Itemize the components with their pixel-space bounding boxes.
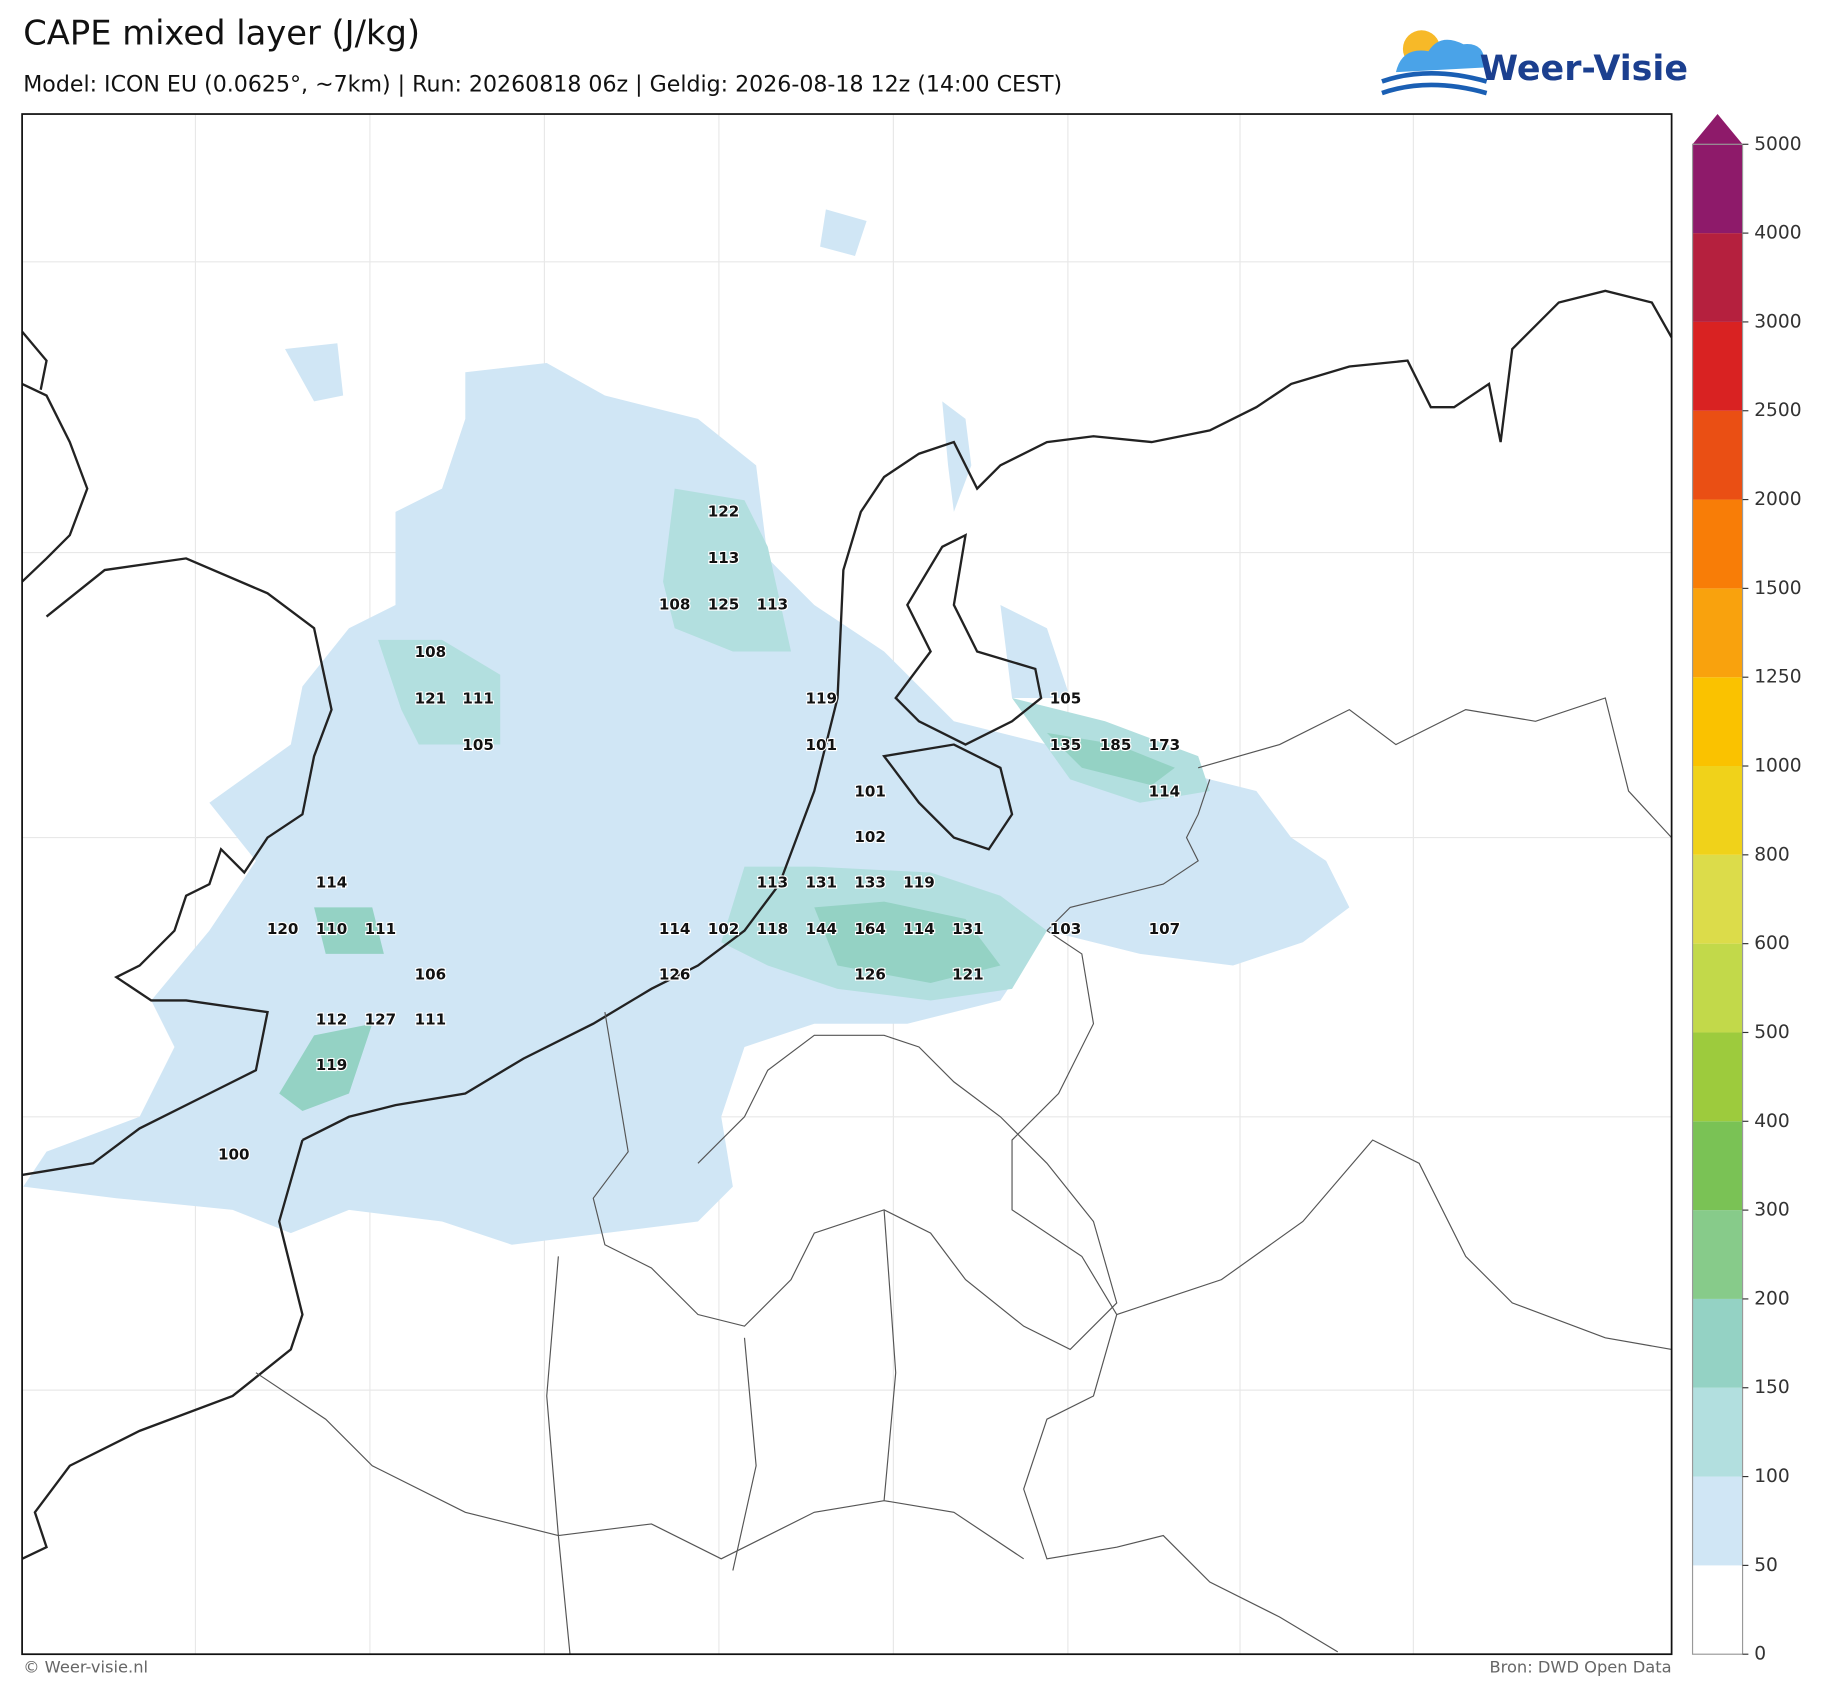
map-value-label: 108 bbox=[415, 643, 447, 661]
colorbar-tick-label: 150 bbox=[1754, 1377, 1790, 1398]
map-value-label: 144 bbox=[805, 920, 837, 938]
map-value-label: 111 bbox=[365, 920, 397, 938]
map-value-label: 105 bbox=[1050, 690, 1082, 708]
value-labels: 122 113 108 125 113 108 121 111 105 119 101 105 135 1… bbox=[217, 501, 1181, 1165]
colorbar-segment bbox=[1692, 943, 1743, 1033]
colorbar-tick-label: 0 bbox=[1754, 1644, 1766, 1665]
map-value-label: 119 bbox=[805, 690, 837, 708]
map-value-label: 120 bbox=[267, 920, 299, 938]
colorbar-segment bbox=[1692, 854, 1743, 944]
colorbar-tick-label: 300 bbox=[1754, 1200, 1790, 1221]
footer-right: Bron: DWD Open Data bbox=[1489, 1658, 1671, 1677]
colorbar-segment bbox=[1692, 499, 1743, 589]
colorbar-segment bbox=[1692, 677, 1743, 767]
map-value-label: 125 bbox=[708, 595, 740, 613]
coastlines bbox=[21, 289, 1673, 1560]
colorbar-segment bbox=[1692, 1210, 1743, 1299]
colorbar-segment bbox=[1692, 1032, 1743, 1122]
map-value-label: 110 bbox=[316, 920, 348, 938]
map-value-label: 133 bbox=[854, 873, 886, 891]
map-value-label: 185 bbox=[1100, 736, 1132, 754]
colorbar-segment bbox=[1692, 1387, 1743, 1477]
map-value-label: 121 bbox=[415, 690, 447, 708]
logo: Weer-Visie bbox=[1381, 30, 1688, 96]
colorbar-segment bbox=[1692, 410, 1743, 500]
colorbar-tick-label: 2000 bbox=[1754, 489, 1801, 510]
map-value-label: 111 bbox=[415, 1011, 447, 1029]
map-value-label: 108 bbox=[659, 595, 691, 613]
colorbar-segment bbox=[1692, 144, 1743, 234]
colorbar-tick-label: 2500 bbox=[1754, 400, 1801, 421]
logo-text: Weer-Visie bbox=[1480, 49, 1688, 89]
colorbar-extension bbox=[1692, 114, 1743, 145]
colorbar-tick-label: 400 bbox=[1754, 1111, 1790, 1132]
map-value-label: 119 bbox=[903, 873, 935, 891]
map-value-label: 135 bbox=[1050, 736, 1082, 754]
map-value-label: 173 bbox=[1149, 736, 1181, 754]
map-value-label: 106 bbox=[415, 965, 447, 983]
colorbar-tick-label: 1000 bbox=[1754, 756, 1801, 777]
cape-field bbox=[23, 209, 1350, 1245]
colorbar-segment bbox=[1692, 1565, 1743, 1655]
map-value-label: 114 bbox=[316, 873, 348, 891]
colorbar-tick-label: 1500 bbox=[1754, 578, 1801, 599]
map-value-label: 112 bbox=[316, 1011, 348, 1029]
colorbar-tick-label: 4000 bbox=[1754, 223, 1801, 244]
map-value-label: 126 bbox=[659, 965, 691, 983]
colorbar-segment bbox=[1692, 233, 1743, 322]
map-value-label: 113 bbox=[757, 595, 789, 613]
colorbar-segment bbox=[1692, 321, 1743, 411]
map-value-label: 101 bbox=[854, 783, 886, 801]
title: CAPE mixed layer (J/kg) bbox=[23, 13, 420, 52]
map-value-label: 131 bbox=[952, 920, 984, 938]
subtitle: Model: ICON EU (0.0625°, ~7km) | Run: 20… bbox=[23, 71, 1062, 97]
map-value-label: 114 bbox=[659, 920, 691, 938]
colorbar-segment bbox=[1692, 1476, 1743, 1566]
map-value-label: 102 bbox=[854, 828, 886, 846]
colorbar-frame bbox=[1691, 143, 1744, 1655]
map-value-label: 114 bbox=[903, 920, 935, 938]
map-value-label: 114 bbox=[1149, 783, 1181, 801]
map-value-label: 121 bbox=[952, 965, 984, 983]
colorbar: 0 50 100 150 200 300 400 500 600 800 1000 1250 1500 2… bbox=[1691, 114, 1802, 1665]
map-value-label: 127 bbox=[365, 1011, 397, 1029]
colorbar-segment bbox=[1692, 1121, 1743, 1211]
map-value-label: 101 bbox=[805, 736, 837, 754]
colorbar-tick-label: 1250 bbox=[1754, 667, 1801, 688]
map-value-label: 131 bbox=[805, 873, 837, 891]
colorbar-tick-label: 100 bbox=[1754, 1466, 1790, 1487]
map-value-label: 122 bbox=[708, 502, 740, 520]
map-value-label: 100 bbox=[218, 1146, 250, 1164]
map-value-label: 105 bbox=[462, 736, 494, 754]
map-value-label: 164 bbox=[854, 920, 886, 938]
colorbar-tick-label: 500 bbox=[1754, 1022, 1790, 1043]
map-value-label: 126 bbox=[854, 965, 886, 983]
map-value-label: 113 bbox=[757, 873, 789, 891]
map-value-label: 111 bbox=[462, 690, 494, 708]
colorbar-segment bbox=[1692, 1298, 1743, 1388]
map-value-label: 118 bbox=[757, 920, 789, 938]
map-value-label: 119 bbox=[316, 1056, 348, 1074]
borders bbox=[255, 697, 1673, 1655]
colorbar-segment bbox=[1692, 766, 1743, 855]
colorbar-segment bbox=[1692, 588, 1743, 678]
map-value-label: 102 bbox=[708, 920, 740, 938]
colorbar-tick-label: 50 bbox=[1754, 1555, 1778, 1576]
colorbar-tick-label: 200 bbox=[1754, 1288, 1790, 1309]
colorbar-tick-label: 5000 bbox=[1754, 134, 1801, 155]
colorbar-tick-label: 600 bbox=[1754, 933, 1790, 954]
map: 122 113 108 125 113 108 121 111 105 119 101 105 135 1… bbox=[21, 113, 1673, 1656]
colorbar-tick-label: 800 bbox=[1754, 844, 1790, 865]
footer-left: © Weer-visie.nl bbox=[23, 1658, 148, 1677]
map-value-label: 103 bbox=[1050, 920, 1082, 938]
map-value-label: 113 bbox=[708, 549, 740, 567]
colorbar-tick-label: 3000 bbox=[1754, 311, 1801, 332]
map-value-label: 107 bbox=[1149, 920, 1181, 938]
